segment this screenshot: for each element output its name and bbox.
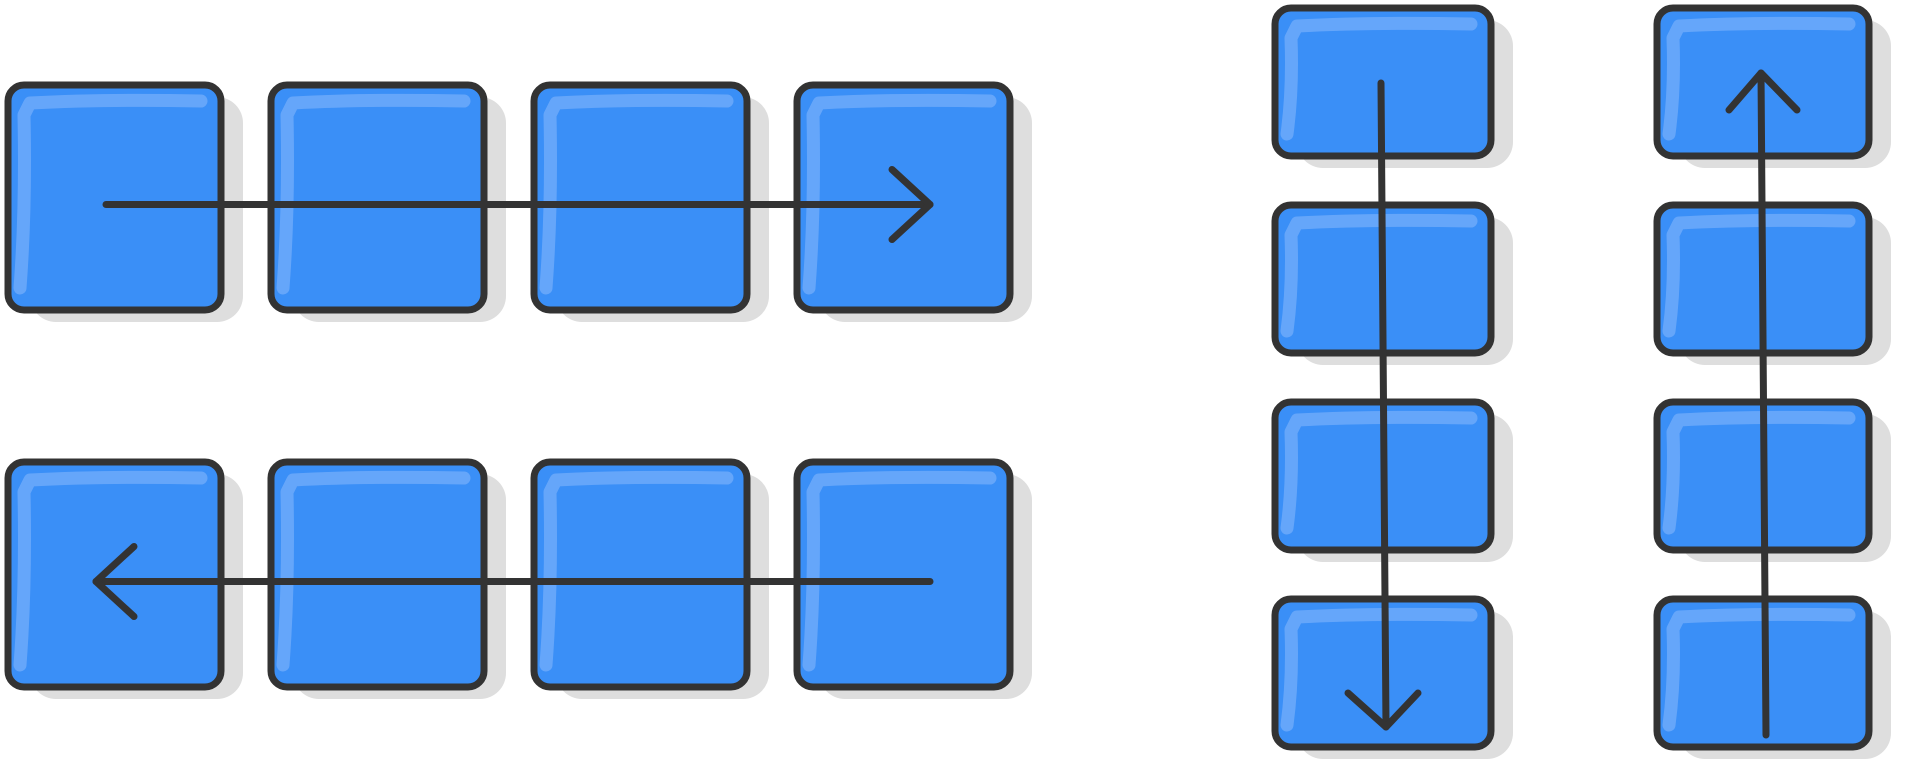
- row-left-to-right-box-2: [267, 81, 488, 314]
- column-bottom-to-top-arrowhead-up-icon: [1725, 69, 1801, 114]
- column-bottom-to-top-arrow-line: [1757, 69, 1770, 739]
- column-top-to-bottom-arrowhead-down-icon: [1344, 689, 1422, 731]
- box-highlight: [802, 470, 997, 672]
- column-top-to-bottom-arrow-line: [1377, 79, 1390, 731]
- row-right-to-left-box-2: [267, 458, 488, 691]
- row-right-to-left-box-3: [530, 458, 751, 691]
- row-left-to-right-box-3: [530, 81, 751, 314]
- row-left-to-right-box-1: [4, 81, 225, 314]
- box-highlight: [1280, 607, 1478, 732]
- row-left-to-right-box-4: [793, 81, 1014, 314]
- box-highlight: [1662, 410, 1856, 535]
- row-right-to-left-arrowhead-left-icon: [92, 543, 138, 620]
- row-left-to-right-arrowhead-right-icon: [888, 166, 934, 243]
- box-highlight: [1280, 16, 1478, 141]
- box-highlight: [276, 93, 471, 295]
- box-highlight: [1662, 16, 1856, 141]
- box-highlight: [13, 93, 208, 295]
- box-highlight: [1280, 410, 1478, 535]
- boxes-layer: [4, 4, 1873, 751]
- box-highlight: [1662, 213, 1856, 338]
- arrows-layer: [92, 69, 1801, 739]
- box-highlight: [276, 470, 471, 672]
- box-highlight: [13, 470, 208, 672]
- box-highlight: [539, 93, 734, 295]
- box-highlight: [1280, 213, 1478, 338]
- box-highlight: [1662, 607, 1856, 732]
- box-highlight: [539, 470, 734, 672]
- row-right-to-left-box-4: [793, 458, 1014, 691]
- box-highlight: [802, 93, 997, 295]
- row-right-to-left-box-1: [4, 458, 225, 691]
